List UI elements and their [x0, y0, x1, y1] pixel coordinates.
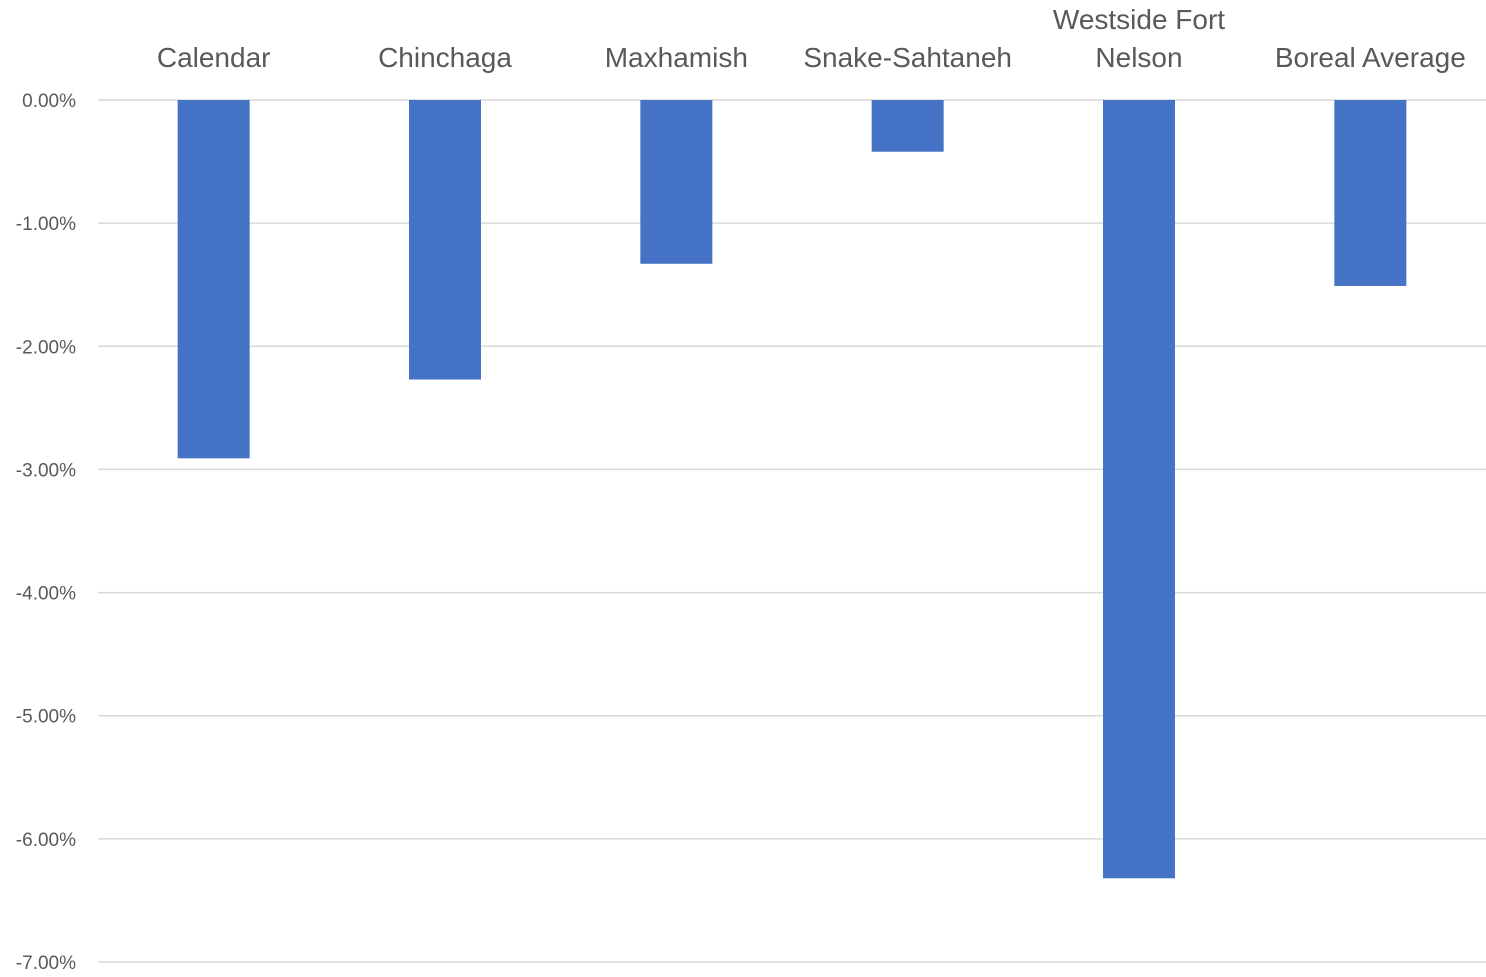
y-tick-label: -3.00%	[16, 460, 76, 481]
gridlines	[98, 99, 1486, 963]
y-tick-label: 0.00%	[22, 91, 76, 112]
bars	[177, 100, 1407, 879]
category-labels: Calendar Chinchaga Maxhamish Snake-Sahtaneh…	[157, 4, 1466, 73]
y-axis-tick-labels: 0.00% -1.00% -2.00% -3.00% -4.00% -5.00% -6.00…	[16, 91, 76, 974]
y-tick-label: -4.00%	[16, 584, 76, 605]
bar	[409, 100, 481, 380]
y-tick-label: -5.00%	[16, 707, 76, 728]
category-label: Nelson	[1095, 42, 1182, 73]
bar	[1103, 100, 1175, 879]
category-label: Westside Fort	[1053, 4, 1225, 35]
y-tick-label: -7.00%	[16, 953, 76, 974]
bar	[640, 100, 713, 264]
category-label: Maxhamish	[605, 42, 748, 73]
category-label: Boreal Average	[1275, 42, 1466, 73]
y-tick-label: -2.00%	[16, 337, 76, 358]
bar	[871, 100, 944, 152]
y-tick-label: -6.00%	[16, 830, 76, 851]
bar	[1334, 100, 1407, 286]
bar	[177, 100, 250, 459]
category-label: Calendar	[157, 42, 271, 73]
category-label: Chinchaga	[378, 42, 512, 73]
category-label: Snake-Sahtaneh	[803, 42, 1012, 73]
y-tick-label: -1.00%	[16, 214, 76, 235]
